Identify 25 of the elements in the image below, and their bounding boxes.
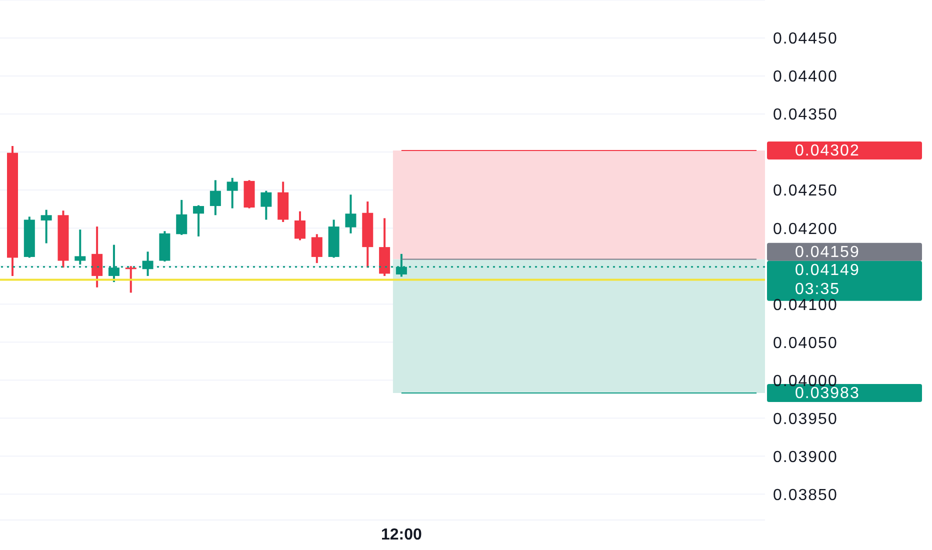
y-tick-label: 0.04050 xyxy=(773,334,838,352)
y-tick-label: 0.03850 xyxy=(773,486,838,504)
candlestick xyxy=(125,265,136,294)
candlestick xyxy=(92,226,103,288)
candlestick xyxy=(311,233,322,264)
y-tick-label: 0.04250 xyxy=(773,182,838,200)
ref-line-label: 0.04149 03:35 xyxy=(795,262,860,298)
candlestick xyxy=(260,190,272,221)
y-tick-label: 0.03950 xyxy=(773,410,838,428)
candlestick xyxy=(226,176,238,210)
y-tick-label: 0.04400 xyxy=(773,68,838,86)
ref-line-label: 0.04159 xyxy=(795,244,860,261)
candlestick xyxy=(193,204,204,238)
candlestick xyxy=(345,194,356,234)
y-tick-label: 0.03900 xyxy=(773,448,838,466)
y-tick-label: 0.04350 xyxy=(773,106,838,124)
y-tick-label: 0.04450 xyxy=(773,30,838,48)
candlestick xyxy=(40,208,52,244)
candlestick xyxy=(294,210,306,242)
y-tick-label: 0.04100 xyxy=(773,296,838,314)
ref-line-label: 0.04302 xyxy=(795,142,860,160)
x-tick-label: 12:00 xyxy=(380,526,422,544)
y-tick-label: 0.04200 xyxy=(773,220,838,238)
candlestick xyxy=(176,198,188,236)
candlestick xyxy=(210,179,221,216)
